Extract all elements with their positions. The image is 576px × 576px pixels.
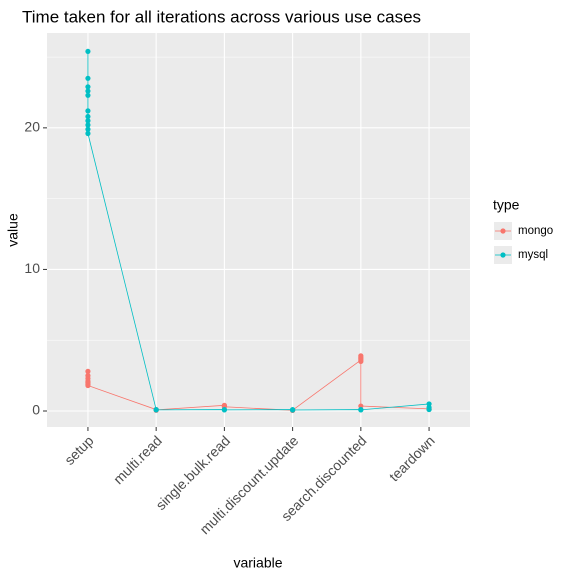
- point: [85, 118, 91, 124]
- legend-point: [500, 252, 506, 258]
- point: [85, 48, 91, 55]
- x-tick-label: multi.read: [110, 432, 165, 487]
- point: [85, 113, 91, 120]
- legend-label: mongo: [518, 225, 553, 237]
- x-tick-label: setup: [61, 432, 97, 468]
- point: [153, 407, 159, 413]
- legend-point: [500, 228, 506, 234]
- point: [358, 358, 364, 365]
- point: [358, 407, 364, 413]
- panel: [47, 33, 470, 427]
- point: [85, 122, 91, 128]
- point: [85, 84, 91, 90]
- point: [221, 407, 227, 413]
- point: [85, 130, 91, 137]
- point: [85, 382, 91, 389]
- y-tick-label: 10: [24, 260, 40, 276]
- y-tick-label: 0: [32, 402, 40, 418]
- x-axis-title: variable: [233, 555, 282, 571]
- y-tick-label: 20: [24, 119, 40, 135]
- point: [85, 108, 91, 114]
- x-tick-label: teardown: [386, 432, 438, 484]
- point: [85, 75, 91, 81]
- point: [290, 407, 296, 413]
- legend-title: type: [493, 197, 520, 213]
- point: [85, 126, 91, 132]
- chart-title: Time taken for all iterations across var…: [22, 7, 421, 26]
- y-axis-title: value: [5, 213, 21, 247]
- point: [85, 368, 91, 374]
- point: [85, 88, 91, 94]
- point: [426, 406, 432, 413]
- legend-label: mysql: [518, 249, 548, 261]
- point: [85, 92, 91, 98]
